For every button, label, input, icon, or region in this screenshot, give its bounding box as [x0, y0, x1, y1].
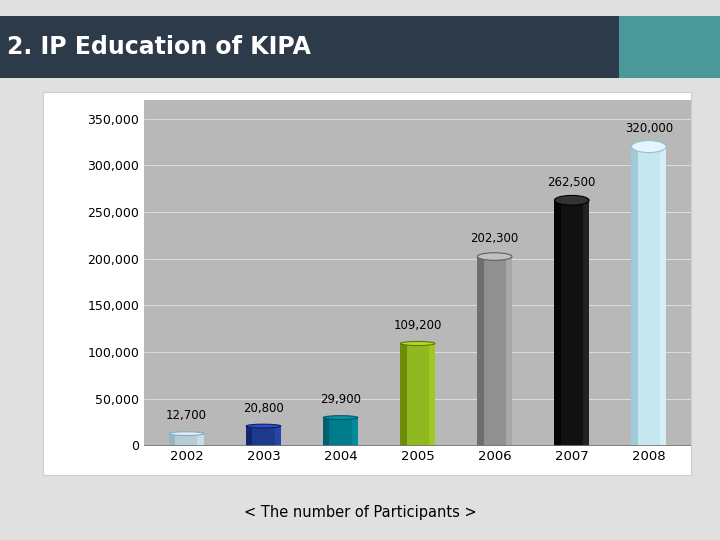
Ellipse shape: [169, 444, 204, 447]
Bar: [477, 256, 484, 446]
Bar: [582, 200, 589, 446]
Ellipse shape: [554, 195, 589, 205]
Bar: [323, 417, 330, 446]
Bar: [169, 434, 175, 445]
Ellipse shape: [477, 442, 512, 449]
Bar: [274, 426, 281, 445]
Bar: [400, 343, 407, 446]
Text: 262,500: 262,500: [547, 176, 596, 189]
Bar: [246, 426, 281, 445]
Bar: [631, 146, 666, 446]
Text: 109,200: 109,200: [393, 319, 442, 332]
Ellipse shape: [400, 341, 435, 346]
Text: 202,300: 202,300: [471, 232, 519, 245]
Text: < The number of Participants >: < The number of Participants >: [243, 505, 477, 521]
Bar: [351, 417, 358, 446]
Ellipse shape: [246, 444, 281, 447]
Bar: [554, 200, 561, 446]
Ellipse shape: [246, 424, 281, 428]
Ellipse shape: [323, 444, 358, 447]
Bar: [660, 146, 666, 446]
Text: 12,700: 12,700: [166, 409, 207, 422]
Ellipse shape: [169, 432, 204, 435]
Bar: [323, 417, 358, 446]
Text: 29,900: 29,900: [320, 393, 361, 407]
Text: 20,800: 20,800: [243, 402, 284, 415]
Bar: [169, 434, 204, 445]
Ellipse shape: [631, 440, 666, 451]
Ellipse shape: [631, 140, 666, 153]
Bar: [428, 343, 435, 446]
Bar: [505, 256, 512, 446]
Bar: [554, 200, 589, 446]
Text: 2. IP Education of KIPA: 2. IP Education of KIPA: [7, 35, 311, 59]
Ellipse shape: [477, 253, 512, 260]
Bar: [477, 256, 512, 446]
Bar: [197, 434, 204, 445]
Text: 320,000: 320,000: [625, 123, 673, 136]
Bar: [631, 146, 638, 446]
Bar: [400, 343, 435, 446]
Ellipse shape: [554, 441, 589, 450]
Bar: [246, 426, 253, 445]
Ellipse shape: [400, 443, 435, 448]
Ellipse shape: [323, 416, 358, 420]
